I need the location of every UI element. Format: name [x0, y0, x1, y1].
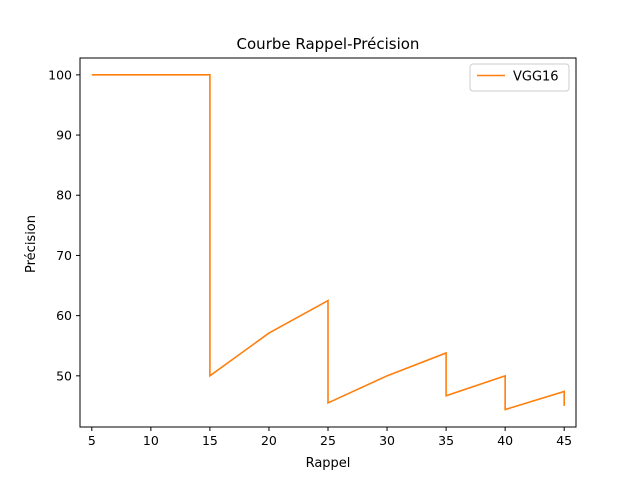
- x-tick-label: 45: [556, 433, 572, 448]
- series-line-vgg16: [91, 74, 565, 411]
- chart-title: Courbe Rappel-Précision: [237, 35, 420, 53]
- plot-area: [91, 74, 565, 411]
- y-tick-label: 70: [56, 248, 72, 263]
- x-tick-label: 35: [438, 433, 454, 448]
- legend-label-vgg16: VGG16: [513, 70, 559, 85]
- y-tick-label: 50: [56, 368, 72, 383]
- x-tick-label: 40: [497, 433, 513, 448]
- y-tick-label: 80: [56, 188, 72, 203]
- x-tick-label: 5: [88, 433, 96, 448]
- x-tick-label: 25: [320, 433, 336, 448]
- x-tick-label: 30: [379, 433, 395, 448]
- y-tick-label: 90: [56, 128, 72, 143]
- y-tick-label: 100: [48, 67, 72, 82]
- axes: 5 10 15 20 25 30 35 40 45 50 60 70 80 90 100: [48, 57, 577, 448]
- x-tick-label: 15: [202, 433, 218, 448]
- y-axis-label: Précision: [24, 215, 39, 273]
- x-tick-label: 10: [143, 433, 159, 448]
- legend-frame: [469, 63, 570, 92]
- y-tick-label: 60: [56, 308, 72, 323]
- legend: VGG16: [469, 63, 570, 92]
- x-axis-label: Rappel: [306, 456, 351, 471]
- x-tick-label: 20: [261, 433, 277, 448]
